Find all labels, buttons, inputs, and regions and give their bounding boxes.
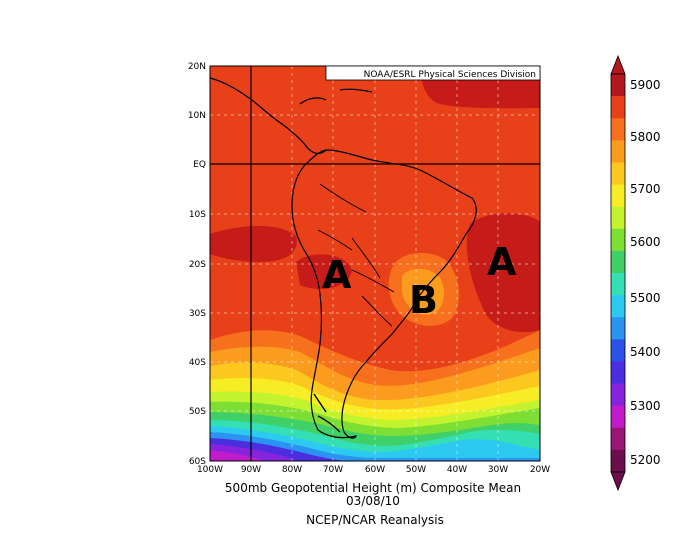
colorbar-arrow-top — [610, 54, 626, 75]
colorbar-label: 5400 — [630, 345, 661, 359]
lon-tick-label: 20W — [530, 465, 550, 475]
colorbar-cell — [611, 140, 625, 163]
colorbar-labels: 5900 5800 5700 5600 5500 5400 5300 5200 — [630, 78, 661, 467]
coastline-south-america — [291, 149, 477, 439]
coastline-caribbean — [299, 88, 373, 105]
lat-tick-label: 40S — [189, 358, 206, 368]
lat-tick-label: 60S — [189, 457, 206, 467]
colorbar-frame — [610, 73, 626, 473]
colorbar-label: 5500 — [630, 291, 661, 305]
caption-line-1: 500mb Geopotential Height (m) Composite … — [225, 481, 521, 495]
contour-band-5900-east — [466, 213, 540, 333]
lon-tick-label: 100W — [197, 465, 223, 475]
credit-box: NOAA/ESRL Physical Sciences Division — [325, 65, 541, 81]
colorbar-cell — [611, 361, 625, 384]
label-high-west: A — [322, 253, 352, 297]
colorbar-cell — [611, 96, 625, 119]
colorbar-cell — [611, 273, 625, 296]
lon-tick-label: 70W — [323, 465, 343, 475]
lat-tick-label: 20N — [188, 62, 206, 72]
colorbar-cell — [611, 427, 625, 451]
colorbar-cells — [610, 54, 626, 492]
lat-tick-labels: 20N 10N EQ 10S 20S 30S 40S 50S 60S — [188, 62, 206, 467]
lon-tick-labels: 100W 90W 80W 70W 60W 50W 40W 30W 20W — [197, 465, 550, 475]
colorbar-label: 5200 — [630, 453, 661, 467]
colorbar-cell — [611, 250, 625, 274]
colorbar-label: 5700 — [630, 182, 661, 196]
colorbar-cell — [611, 449, 625, 473]
colorbar-cell — [611, 317, 625, 340]
colorbar-cell — [611, 184, 625, 207]
country-borders — [317, 183, 395, 327]
coastline-central-america — [210, 77, 327, 155]
lat-tick-label: EQ — [193, 160, 206, 170]
caption-line-3: NCEP/NCAR Reanalysis — [306, 513, 444, 527]
colorbar-cell — [611, 74, 625, 97]
colorbar-label: 5900 — [630, 78, 661, 92]
lon-tick-label: 60W — [365, 465, 385, 475]
lat-tick-label: 20S — [189, 260, 206, 270]
label-low-center: B — [409, 278, 438, 322]
colorbar-cell — [611, 295, 625, 318]
contour-band-5900-andes — [296, 254, 352, 290]
caption-line-2: 03/08/10 — [346, 494, 400, 508]
credit-text: NOAA/ESRL Physical Sciences Division — [364, 70, 536, 80]
lat-tick-label: 30S — [189, 309, 206, 319]
colorbar-cell — [611, 383, 625, 406]
colorbar-arrow-bottom — [610, 471, 626, 492]
colorbar-cell — [611, 118, 625, 141]
colorbar-cell — [611, 228, 625, 252]
coastlines — [210, 77, 477, 439]
colorbar-cell — [611, 339, 625, 362]
coastline-tierra-del-fuego — [313, 393, 341, 433]
lon-tick-label: 40W — [447, 465, 467, 475]
lat-tick-label: 10N — [188, 111, 206, 121]
label-high-east: A — [487, 240, 517, 284]
colorbar-label: 5600 — [630, 235, 661, 249]
colorbar-label: 5800 — [630, 130, 661, 144]
lon-tick-label: 80W — [282, 465, 302, 475]
lat-tick-label: 10S — [189, 210, 206, 220]
reference-lines — [210, 66, 540, 461]
lat-tick-label: 50S — [189, 407, 206, 417]
colorbar-label: 5300 — [630, 399, 661, 413]
lon-tick-label: 90W — [241, 465, 261, 475]
lon-tick-label: 50W — [406, 465, 426, 475]
lon-tick-label: 30W — [488, 465, 508, 475]
colorbar: 5900 5800 5700 5600 5500 5400 5300 5200 — [610, 54, 661, 492]
colorbar-cell — [611, 405, 625, 429]
colorbar-cell — [611, 206, 625, 230]
contour-band-5900-west — [210, 226, 297, 262]
colorbar-cell — [611, 162, 625, 185]
